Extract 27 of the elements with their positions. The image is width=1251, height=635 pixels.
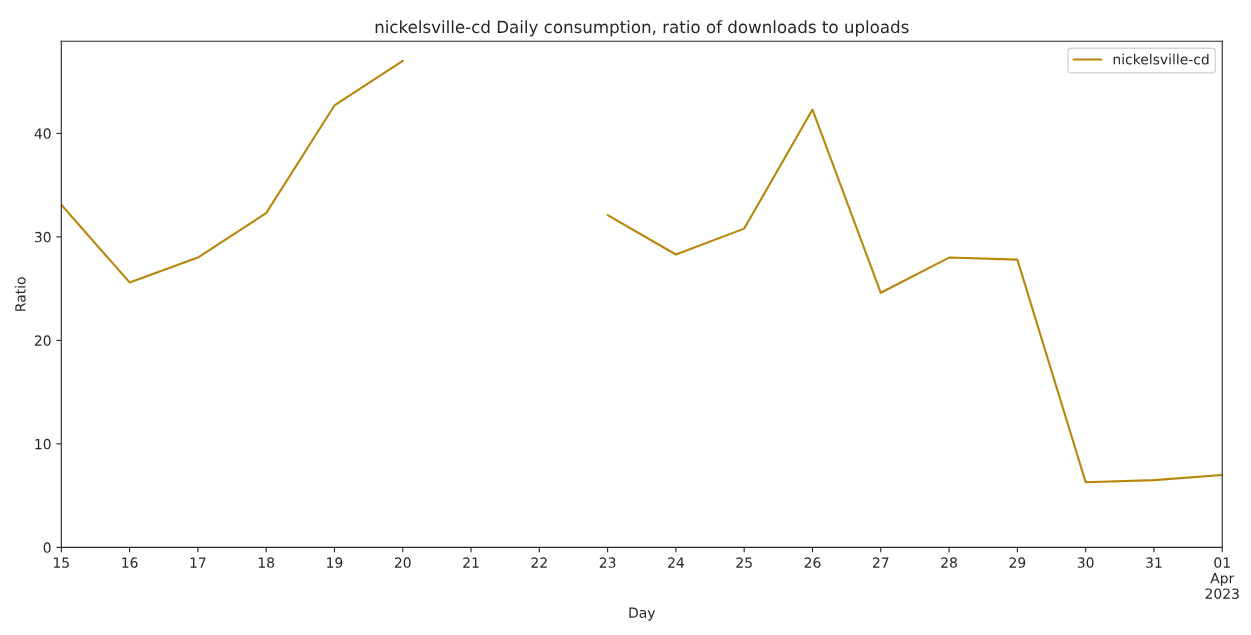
x-tick-label: 29 xyxy=(1009,557,1026,568)
x-tick-label: 23 xyxy=(599,557,616,568)
y-tick-label: 10 xyxy=(35,438,51,450)
x-tick-label: 01 Apr 2023 xyxy=(1205,557,1239,599)
y-axis-title: Ratio xyxy=(14,277,26,311)
x-tick-label: 30 xyxy=(1077,557,1094,568)
x-tick-label: 28 xyxy=(941,557,957,568)
x-tick-label: 27 xyxy=(872,557,889,568)
chart-title: nickelsville-cd Daily consumption, ratio of downloads to uploads xyxy=(375,20,909,37)
x-tick-label: 18 xyxy=(258,557,275,568)
y-tick-label: 0 xyxy=(43,542,51,553)
x-tick-label: 15 xyxy=(53,557,69,568)
x-tick-label: 25 xyxy=(736,557,752,568)
x-tick-label: 17 xyxy=(190,557,206,568)
x-tick-label: 21 xyxy=(463,557,479,568)
x-tick-label: 16 xyxy=(122,557,138,568)
x-axis-title: Day xyxy=(629,607,656,621)
x-tick-label: 19 xyxy=(327,557,343,568)
y-tick-label: 40 xyxy=(34,128,51,139)
y-tick-label: 20 xyxy=(34,335,51,346)
x-tick-label: 24 xyxy=(668,557,684,568)
x-tick-label: 20 xyxy=(394,557,411,568)
x-tick-label: 31 xyxy=(1146,557,1162,568)
x-tick-label: 26 xyxy=(804,557,821,568)
legend-label: nickelsville-cd xyxy=(1113,53,1209,65)
x-tick-label: 22 xyxy=(531,557,547,568)
y-tick-label: 30 xyxy=(34,231,51,243)
